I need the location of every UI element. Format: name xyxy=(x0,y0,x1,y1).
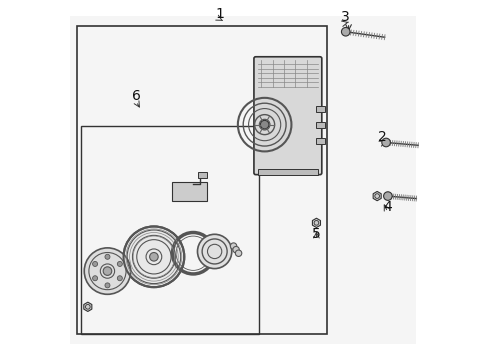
Text: 3: 3 xyxy=(342,10,350,24)
Circle shape xyxy=(117,261,122,266)
Text: 2: 2 xyxy=(378,130,387,144)
FancyBboxPatch shape xyxy=(254,57,322,175)
Circle shape xyxy=(230,243,237,249)
Circle shape xyxy=(342,27,350,36)
Bar xyxy=(317,122,325,128)
Bar xyxy=(317,106,325,112)
Circle shape xyxy=(105,283,110,288)
Bar xyxy=(172,182,207,202)
Circle shape xyxy=(235,250,242,256)
Circle shape xyxy=(382,138,391,147)
Text: 4: 4 xyxy=(384,200,392,214)
Bar xyxy=(198,172,207,178)
Circle shape xyxy=(84,248,131,294)
Polygon shape xyxy=(84,302,92,311)
Bar xyxy=(77,26,327,334)
Text: 1: 1 xyxy=(216,7,224,21)
Circle shape xyxy=(233,247,239,253)
Text: 6: 6 xyxy=(132,89,141,103)
Circle shape xyxy=(197,234,232,269)
Circle shape xyxy=(105,254,110,259)
Circle shape xyxy=(149,252,158,261)
Circle shape xyxy=(260,120,269,129)
Circle shape xyxy=(117,276,122,281)
Polygon shape xyxy=(373,192,381,201)
Text: 5: 5 xyxy=(312,227,321,241)
Bar xyxy=(81,126,259,334)
Circle shape xyxy=(103,267,112,275)
Bar xyxy=(258,169,318,175)
Bar xyxy=(317,138,325,144)
Circle shape xyxy=(93,261,98,266)
Circle shape xyxy=(384,192,392,201)
Polygon shape xyxy=(313,218,320,228)
Circle shape xyxy=(93,276,98,281)
Circle shape xyxy=(123,226,184,287)
